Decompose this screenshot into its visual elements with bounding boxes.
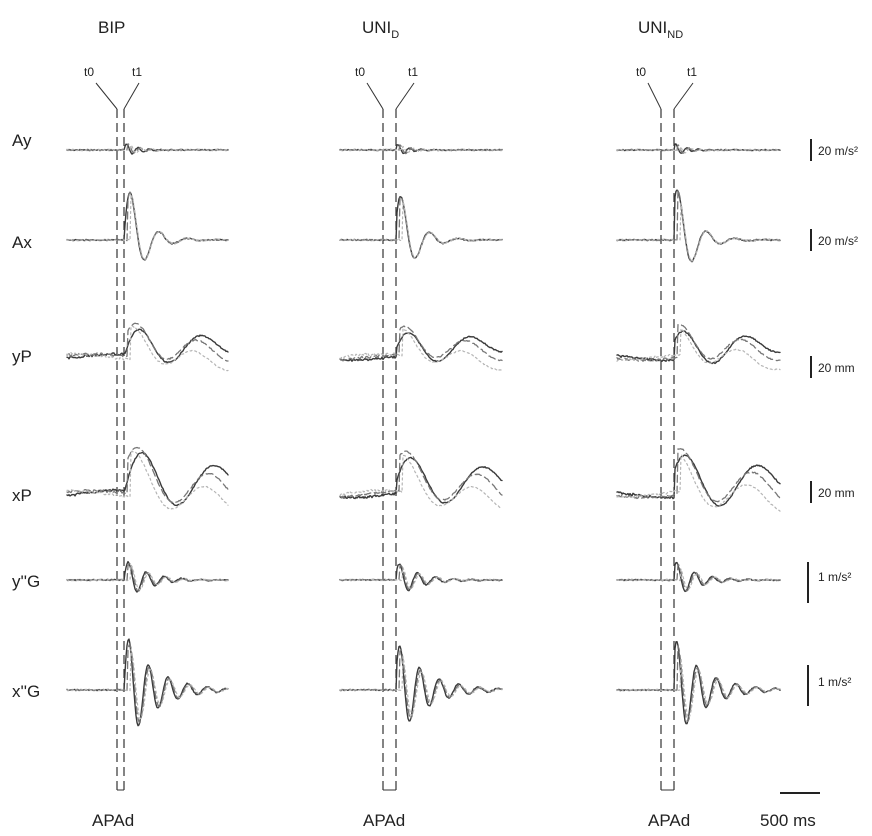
trace-bip-ax-3	[66, 194, 229, 260]
trace-unind-xpg-1	[616, 641, 781, 725]
t0-label-bip: t0	[84, 65, 94, 79]
column-title-unind: UNIND	[638, 18, 683, 41]
trace-unind-xpg-2	[616, 645, 781, 722]
row-label-ax: Ax	[12, 233, 32, 252]
apad-label-unind: APAd	[648, 811, 690, 830]
trace-unid-ax-1	[339, 196, 503, 259]
trace-unid-ax-3	[339, 200, 503, 260]
row-label-ay: Ay	[12, 131, 32, 150]
trace-bip-yp-3	[66, 325, 229, 372]
trace-unind-yp-3	[616, 328, 781, 371]
trace-unind-ax-3	[616, 202, 781, 261]
trace-unid-ypg-1	[339, 563, 503, 592]
row-label-yp: yP	[12, 347, 32, 366]
column-title-unind-sub: ND	[667, 29, 683, 41]
t1-pointer-bip	[123, 82, 140, 110]
trace-bip-ax-1	[66, 192, 229, 261]
trace-unind-yp-2	[616, 323, 781, 363]
apad-label-unid: APAd	[363, 811, 405, 830]
scale-label-xp: 20 mm	[818, 486, 855, 500]
trace-bip-xp-1	[66, 451, 229, 507]
trace-bip-yp-2	[66, 322, 229, 362]
trace-unid-yp-2	[339, 325, 503, 362]
trace-bip-xpg-1	[66, 638, 229, 727]
scale-label-ypg: 1 m/s²	[818, 570, 851, 584]
t0-label-unind: t0	[636, 65, 646, 79]
trace-unid-ypg-2	[339, 564, 503, 591]
scale-label-ax: 20 m/s²	[818, 234, 858, 248]
row-label-xp: xP	[12, 486, 32, 505]
trace-unid-xp-1	[339, 456, 503, 504]
trace-unind-ay-2	[616, 144, 781, 154]
t1-pointer-unind	[673, 82, 694, 110]
trace-unid-xpg-2	[339, 648, 503, 720]
trace-unind-xpg-3	[616, 657, 781, 719]
t1-label-unid: t1	[408, 65, 418, 79]
trace-unind-yp-1	[616, 330, 781, 365]
apad-label-bip: APAd	[92, 811, 134, 830]
time-scale-label: 500 ms	[760, 811, 816, 830]
trace-bip-ypg-1	[66, 560, 229, 593]
column-title-unid: UNID	[362, 18, 399, 41]
trace-unid-xpg-1	[339, 645, 503, 722]
column-bip-markers: t0 t1 APAd	[84, 65, 142, 830]
column-title-unid-sub: D	[391, 29, 399, 41]
trace-unid-yp-3	[339, 327, 503, 371]
row-label-xpg: x''G	[12, 682, 40, 701]
trace-unind-xp-3	[616, 454, 781, 512]
trace-bip-ay-2	[66, 143, 229, 154]
column-title-bip: BIP	[98, 18, 125, 37]
t0-pointer-bip	[95, 82, 118, 110]
amplitude-scale-bars: 20 m/s² 20 m/s² 20 mm 20 mm 1 m/s² 1 m/s…	[807, 139, 858, 706]
trace-bip-xpg-3	[66, 648, 229, 720]
t1-pointer-unid	[395, 82, 415, 110]
time-scale: 500 ms	[760, 792, 820, 830]
trace-unid-xp-3	[339, 454, 503, 509]
t0-label-unid: t0	[355, 65, 365, 79]
scale-label-xpg: 1 m/s²	[818, 675, 851, 689]
trace-bip-xp-2	[66, 446, 229, 504]
signal-traces	[66, 143, 781, 727]
trace-bip-ay-3	[66, 144, 229, 154]
t1-label-unind: t1	[687, 65, 697, 79]
scale-label-ay: 20 m/s²	[818, 144, 858, 158]
row-labels: Ay Ax yP xP y''G x''G	[12, 131, 40, 701]
trace-unid-ax-2	[339, 196, 503, 259]
trace-unid-ypg-3	[339, 567, 503, 590]
trace-unind-ypg-3	[616, 568, 781, 591]
trace-unid-yp-1	[339, 332, 503, 363]
t1-label-bip: t1	[132, 65, 142, 79]
trace-unind-xp-2	[616, 448, 781, 503]
trace-unind-ax-2	[616, 189, 781, 263]
row-label-ypg: y''G	[12, 572, 40, 591]
trace-bip-ypg-2	[66, 563, 229, 592]
trace-unind-ay-1	[616, 143, 781, 154]
trace-unid-xp-2	[339, 450, 503, 501]
trace-bip-xp-3	[66, 450, 229, 510]
t0-pointer-unind	[647, 82, 662, 110]
column-titles: BIP UNID UNIND	[98, 18, 683, 41]
trace-unind-ax-1	[616, 189, 781, 263]
trace-bip-ax-2	[66, 191, 229, 261]
trace-unid-xpg-3	[339, 656, 503, 716]
trace-bip-ypg-3	[66, 564, 229, 591]
trace-bip-xpg-2	[66, 643, 229, 724]
t0-pointer-unid	[366, 82, 384, 110]
scale-label-yp: 20 mm	[818, 361, 855, 375]
trace-unid-ay-3	[339, 145, 503, 153]
